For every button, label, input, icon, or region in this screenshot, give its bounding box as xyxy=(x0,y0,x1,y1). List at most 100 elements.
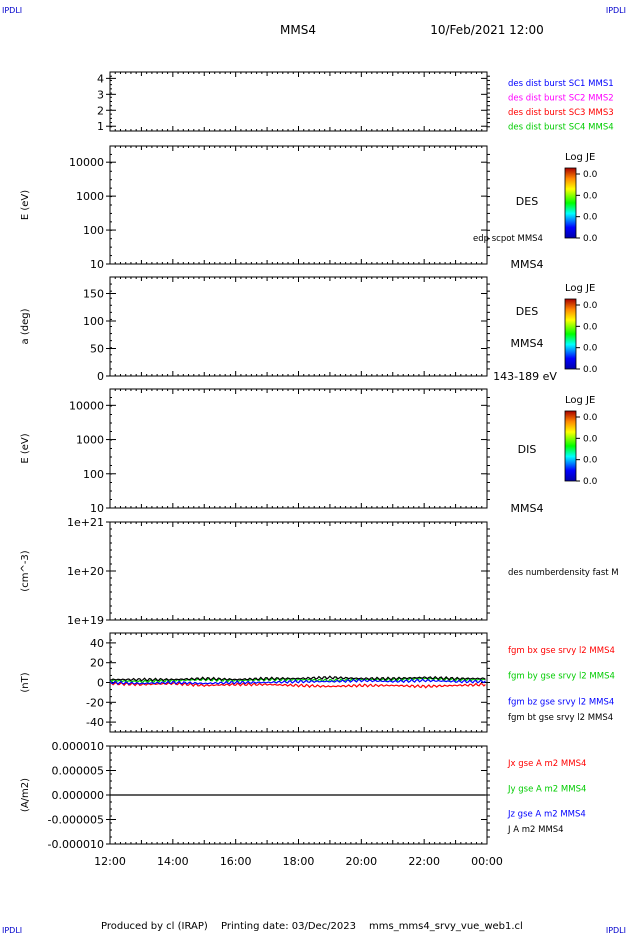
legend-label: Jy gse A m2 MMS4 xyxy=(507,784,586,794)
y-tick-label: -20 xyxy=(86,696,104,709)
colorbar-tick-label: 0.0 xyxy=(583,191,598,201)
colorbar-title: Log JE xyxy=(565,283,595,294)
panel-frame xyxy=(109,388,488,509)
y-tick-label: 10 xyxy=(90,258,104,271)
panel-4: 10000 1000 100 10 E (eV) DIS MMS4 Log JE 0.0 0.0 0… xyxy=(20,388,598,515)
y-tick-label: 3 xyxy=(97,88,104,101)
colorbar xyxy=(564,298,577,370)
colorbar-tick-label: 0.0 xyxy=(583,413,598,423)
y-axis-label: (A/m2) xyxy=(20,778,31,812)
colorbar-tick-label: 0.0 xyxy=(583,434,598,444)
colorbar xyxy=(564,167,577,239)
y-tick-label: 10000 xyxy=(69,399,104,412)
y-tick-label: 100 xyxy=(83,224,104,237)
y-tick-label: 1 xyxy=(97,120,104,133)
panel-5: 1e+21 1e+20 1e+19 (cm^-3) des numberdensity … xyxy=(20,516,619,627)
y-axis-label: a (deg) xyxy=(20,308,31,344)
panel-3: 150 100 50 0 a (deg) DES MMS4 143-189 eV Log JE 0… xyxy=(20,276,598,383)
panel-label: MMS4 xyxy=(511,258,544,271)
y-tick-label: 1e+19 xyxy=(67,614,104,627)
y-tick-label: 50 xyxy=(90,343,104,356)
panel-label: MMS4 xyxy=(511,337,544,350)
y-tick-label: 40 xyxy=(90,637,104,650)
footer-produced: Produced by cl (IRAP) xyxy=(101,921,208,932)
spacecraft-title: MMS4 xyxy=(280,23,316,37)
y-tick-label: 1e+20 xyxy=(67,565,104,578)
legend-label: Jx gse A m2 MMS4 xyxy=(507,759,586,769)
y-axis-label: (nT) xyxy=(20,672,31,692)
colorbar-tick-label: 0.0 xyxy=(583,322,598,332)
colorbar-tick-label: 0.0 xyxy=(583,456,598,466)
x-tick-label: 18:00 xyxy=(283,855,315,868)
colorbar xyxy=(564,410,577,482)
legend-label: des dist burst SC4 MMS4 xyxy=(508,123,614,133)
logo-top-right: IPDLI xyxy=(606,6,626,15)
panel-label: MMS4 xyxy=(511,502,544,515)
legend-label: des dist burst SC1 MMS1 xyxy=(508,79,614,89)
x-tick-label: 00:00 xyxy=(471,855,503,868)
legend-label: fgm by gse srvy l2 MMS4 xyxy=(508,672,615,682)
y-axis-label: (cm^-3) xyxy=(20,550,31,591)
series-line xyxy=(109,681,486,689)
x-tick-label: 22:00 xyxy=(408,855,440,868)
y-tick-label: -40 xyxy=(86,716,104,729)
y-tick-label: 1000 xyxy=(76,434,104,447)
y-tick-label: 0 xyxy=(97,677,104,690)
y-tick-label: 100 xyxy=(83,468,104,481)
colorbar-tick-label: 0.0 xyxy=(583,213,598,223)
logo-bottom-left: IPDLI xyxy=(2,926,22,934)
y-tick-label: -0.000010 xyxy=(48,838,104,851)
panel-6: 40 20 0 -20 -40 (nT) fgm bx gse srvy l2 MMS4 fg… xyxy=(20,632,615,733)
y-tick-label: 0.000000 xyxy=(52,789,105,802)
y-tick-label: 1e+21 xyxy=(67,516,104,529)
legend-label: fgm bz gse srvy l2 MMS4 xyxy=(508,697,614,707)
panel-7: 0.000010 0.000005 0.000000 -0.000005 -0.0000… xyxy=(20,740,586,851)
colorbar-tick-label: 0.0 xyxy=(583,234,598,244)
logo-top-left: IPDLI xyxy=(2,6,22,15)
panel-frame xyxy=(109,145,488,265)
panel-label: DES xyxy=(516,305,538,318)
legend-label: fgm bx gse srvy l2 MMS4 xyxy=(508,646,615,656)
colorbar-tick-label: 0.0 xyxy=(583,301,598,311)
logo-bottom-right: IPDLI xyxy=(606,926,626,934)
y-tick-label: -0.000005 xyxy=(48,814,104,827)
y-tick-label: 0 xyxy=(97,370,104,383)
colorbar-tick-label: 0.0 xyxy=(583,344,598,354)
colorbar-title: Log JE xyxy=(565,395,595,406)
y-axis-label: E (eV) xyxy=(20,433,31,463)
x-tick-label: 12:00 xyxy=(94,855,126,868)
y-tick-label: 0.000005 xyxy=(52,765,105,778)
legend-label: des dist burst SC2 MMS2 xyxy=(508,94,614,104)
footer-filename: mms_mms4_srvy_vue_web1.cl xyxy=(369,921,523,932)
legend-label: J A m2 MMS4 xyxy=(507,825,564,835)
legend-label: des numberdensity fast M xyxy=(508,568,619,578)
panel-frame xyxy=(109,521,488,621)
panels: 4 3 2 1 des dist burst SC1 MMS1 des dist burs… xyxy=(20,71,619,868)
legend-label: Jz gse A m2 MMS4 xyxy=(507,810,586,820)
panel-frame xyxy=(109,71,488,132)
panel-label: DIS xyxy=(518,443,537,456)
x-tick-label: 20:00 xyxy=(345,855,377,868)
colorbar-tick-label: 0.0 xyxy=(583,477,598,487)
legend-label: fgm bt gse srvy l2 MMS4 xyxy=(508,713,613,723)
y-tick-label: 1000 xyxy=(76,190,104,203)
y-tick-label: 2 xyxy=(97,104,104,117)
legend-label: des dist burst SC3 MMS3 xyxy=(508,108,614,118)
y-tick-label: 20 xyxy=(90,657,104,670)
colorbar-title: Log JE xyxy=(565,152,595,163)
y-tick-label: 100 xyxy=(83,315,104,328)
panel-label: edp scpot MMS4 xyxy=(473,234,543,244)
x-tick-label: 14:00 xyxy=(157,855,189,868)
footer-printing-date: Printing date: 03/Dec/2023 xyxy=(221,921,356,932)
panel-label: DES xyxy=(516,195,538,208)
colorbar-tick-label: 0.0 xyxy=(583,170,598,180)
y-tick-label: 0.000010 xyxy=(52,740,105,753)
panel-1: 4 3 2 1 des dist burst SC1 MMS1 des dist burs… xyxy=(97,71,614,133)
datetime-title: 10/Feb/2021 12:00 xyxy=(430,23,544,37)
panel-2: 10000 1000 100 10 E (eV) DES edp scpot MMS4 MMS… xyxy=(20,145,598,271)
colorbar-tick-label: 0.0 xyxy=(583,365,598,375)
y-tick-label: 10 xyxy=(90,502,104,515)
y-axis-label: E (eV) xyxy=(20,190,31,220)
